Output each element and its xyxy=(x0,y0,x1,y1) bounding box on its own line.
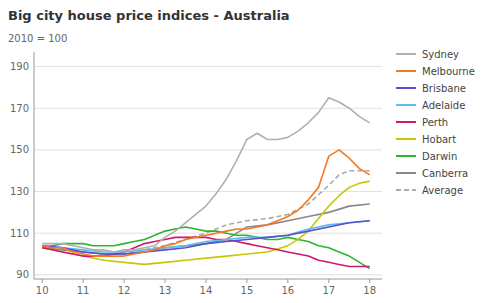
legend-label: Melbourne xyxy=(422,66,475,77)
x-tick xyxy=(287,279,288,283)
series-line xyxy=(42,150,370,256)
x-tick xyxy=(124,279,125,283)
grid-line xyxy=(34,66,382,67)
legend-swatch xyxy=(396,87,416,89)
legend-label: Hobart xyxy=(422,134,456,145)
plot-area xyxy=(42,98,370,269)
legend-label: Darwin xyxy=(422,151,457,162)
legend-swatch xyxy=(396,53,416,55)
series-line xyxy=(42,221,370,252)
y-tick-label: 190 xyxy=(10,61,29,72)
x-tick-label: 16 xyxy=(281,285,294,296)
legend-label: Average xyxy=(422,185,463,196)
x-axis-line xyxy=(34,279,382,280)
x-tick xyxy=(42,279,43,283)
x-tick xyxy=(83,279,84,283)
x-tick-label: 10 xyxy=(36,285,49,296)
series-line xyxy=(42,227,370,269)
x-tick xyxy=(369,279,370,283)
x-tick-label: 13 xyxy=(159,285,172,296)
grid-line xyxy=(34,149,382,150)
grid-line xyxy=(34,191,382,192)
legend-swatch xyxy=(396,121,416,123)
x-tick xyxy=(205,279,206,283)
legend-label: Sydney xyxy=(422,49,459,60)
x-tick-label: 15 xyxy=(241,285,254,296)
x-tick-label: 14 xyxy=(200,285,213,296)
x-tick xyxy=(328,279,329,283)
x-tick xyxy=(165,279,166,283)
legend-swatch xyxy=(396,70,416,72)
legend-label: Canberra xyxy=(422,168,468,179)
series-line xyxy=(42,181,370,264)
y-tick-label: 90 xyxy=(16,269,29,280)
legend-swatch xyxy=(396,172,416,174)
legend-swatch xyxy=(396,155,416,157)
y-tick-label: 170 xyxy=(10,103,29,114)
title: Big city house price indices - Australia xyxy=(8,8,290,23)
x-tick-label: 12 xyxy=(118,285,131,296)
chart: Big city house price indices - Australia… xyxy=(0,0,497,303)
legend: Sydney Melbourne Brisbane Adelaide Perth Hoba… xyxy=(396,49,475,196)
grid-line xyxy=(34,108,382,109)
legend-swatch xyxy=(396,138,416,140)
x-tick-label: 17 xyxy=(322,285,335,296)
y-tick-label: 110 xyxy=(10,228,29,239)
legend-label: Perth xyxy=(422,117,448,128)
grid-line xyxy=(34,274,382,275)
legend-label: Brisbane xyxy=(422,83,466,94)
x-tick-label: 18 xyxy=(363,285,376,296)
series-line xyxy=(42,98,370,252)
legend-swatch xyxy=(396,104,416,106)
x-tick xyxy=(246,279,247,283)
x-tick-label: 11 xyxy=(77,285,90,296)
y-tick-label: 130 xyxy=(10,186,29,197)
legend-swatch xyxy=(396,189,416,191)
y-axis-line xyxy=(34,52,35,279)
legend-label: Adelaide xyxy=(422,100,465,111)
y-axis-label: 2010 = 100 xyxy=(8,33,67,44)
y-tick-label: 150 xyxy=(10,144,29,155)
